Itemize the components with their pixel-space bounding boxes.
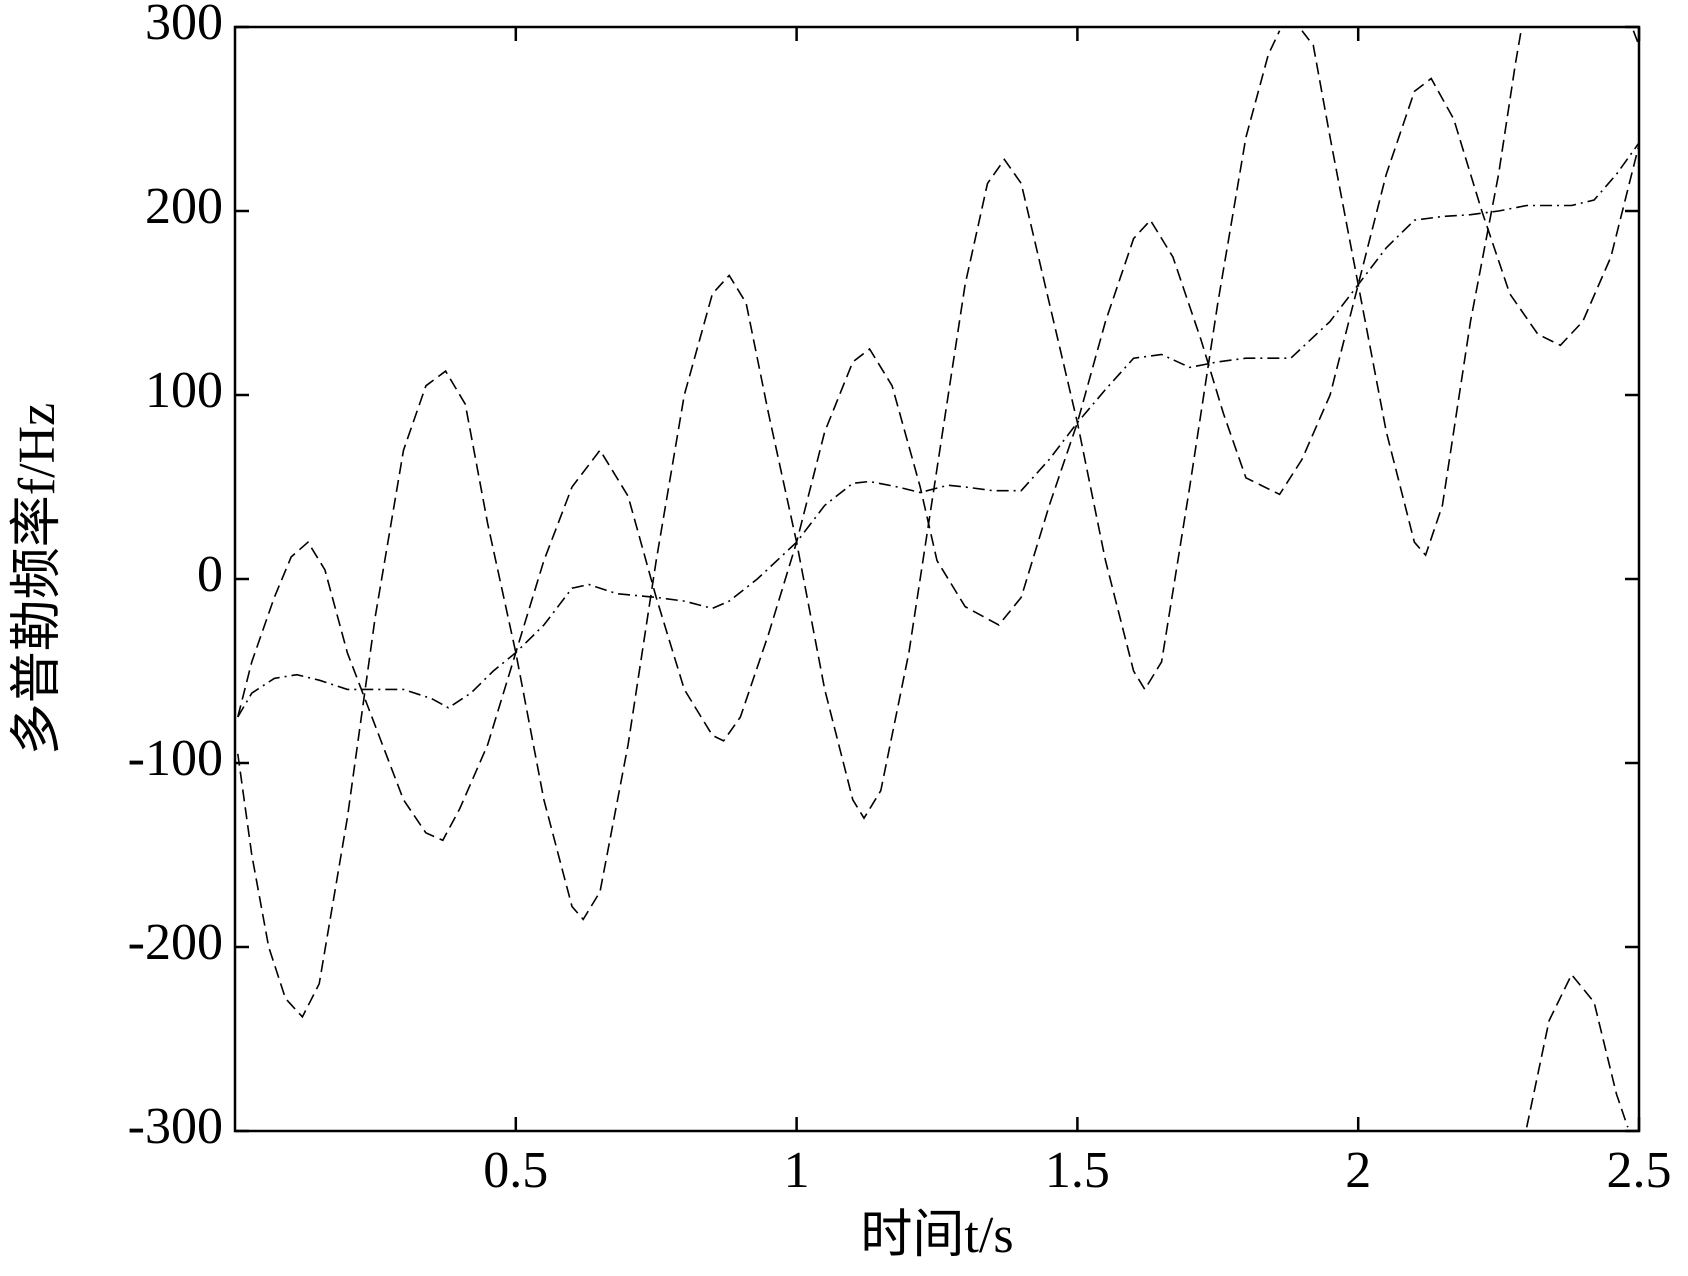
y-tick-label: 0 [197,546,223,603]
x-axis-label: 时间t/s [860,1207,1013,1264]
x-tick-label: 1.5 [1045,1142,1110,1199]
data-line [237,77,1640,842]
plot-frame [233,25,1641,1133]
y-tick-label: -100 [128,730,223,787]
y-tick-label: 300 [145,0,223,51]
y-tick-label: 200 [145,178,223,235]
x-tick-label: 0.5 [483,1142,548,1199]
y-axis-label: 多普勒频率f/Hz [9,403,66,755]
x-tick-label: 2.5 [1607,1142,1672,1199]
data-line [237,142,1640,718]
y-tick-label: -300 [128,1098,223,1155]
y-tick-label: -200 [128,914,223,971]
y-tick-label: 100 [145,362,223,419]
x-tick-label: 1 [784,1142,810,1199]
x-tick-label: 2 [1345,1142,1371,1199]
data-line [237,30,1640,1128]
